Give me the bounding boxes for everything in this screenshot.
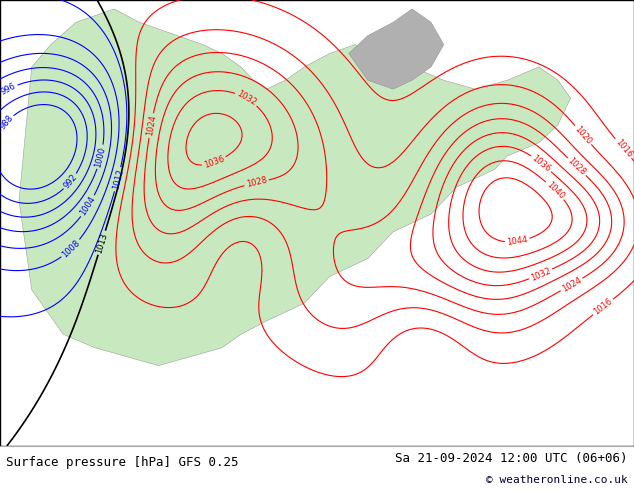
Polygon shape [19,9,571,366]
Text: 988: 988 [0,114,15,132]
Text: Sa 21-09-2024 12:00 UTC (06+06): Sa 21-09-2024 12:00 UTC (06+06) [395,452,628,465]
Text: 1012: 1012 [111,168,125,191]
Text: 1020: 1020 [573,124,593,146]
Text: 1016: 1016 [592,297,614,317]
Text: 1024: 1024 [560,275,583,294]
Text: Surface pressure [hPa] GFS 0.25: Surface pressure [hPa] GFS 0.25 [6,456,239,469]
Text: 1036: 1036 [530,153,552,173]
Text: 1028: 1028 [566,156,588,177]
Text: 1040: 1040 [545,180,566,201]
Text: 996: 996 [0,81,18,97]
Text: 1036: 1036 [203,154,226,170]
Text: 1024: 1024 [145,114,157,137]
Text: 1016: 1016 [613,138,633,159]
Text: 1004: 1004 [79,195,98,218]
Text: 1013: 1013 [94,231,109,254]
Text: 1032: 1032 [235,89,258,108]
Text: 1028: 1028 [245,176,268,190]
Text: 1008: 1008 [60,238,82,259]
Text: © weatheronline.co.uk: © weatheronline.co.uk [486,475,628,485]
Text: 1000: 1000 [94,146,108,168]
Polygon shape [349,9,444,89]
Text: 992: 992 [62,172,79,191]
Text: 1032: 1032 [529,266,552,282]
Text: 1044: 1044 [507,235,528,247]
